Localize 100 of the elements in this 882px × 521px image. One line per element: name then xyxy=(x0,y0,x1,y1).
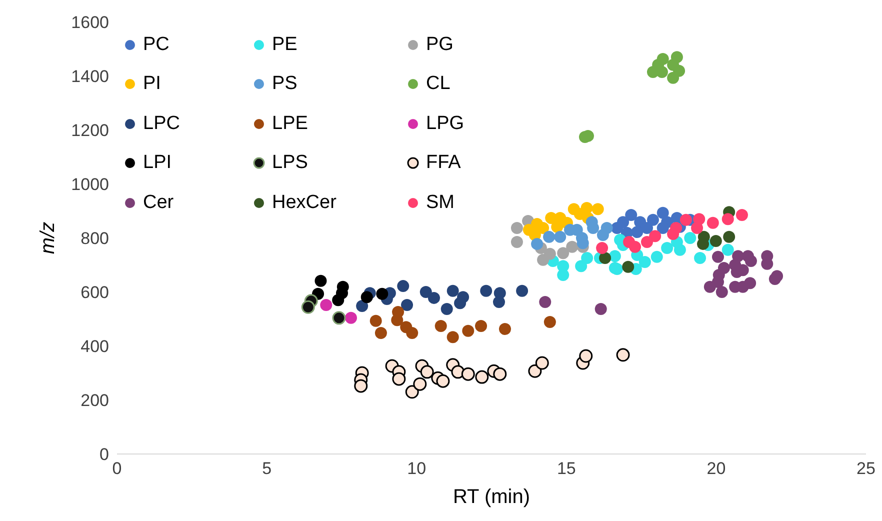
point xyxy=(722,244,734,256)
point xyxy=(446,331,459,344)
point xyxy=(575,260,588,272)
point xyxy=(611,222,624,234)
point xyxy=(535,356,549,370)
point xyxy=(440,303,453,316)
point xyxy=(667,228,680,240)
point xyxy=(768,273,781,286)
y-tick-label: 400 xyxy=(80,337,109,356)
point xyxy=(374,327,387,340)
point xyxy=(736,209,748,222)
legend-label: Cer xyxy=(143,192,174,214)
point xyxy=(622,260,634,273)
y-tick-label: 1400 xyxy=(71,67,109,86)
point xyxy=(716,286,728,298)
point xyxy=(680,214,692,226)
y-tick-label: 1600 xyxy=(71,13,109,32)
point xyxy=(646,214,659,226)
point xyxy=(406,327,418,340)
point xyxy=(376,288,388,300)
legend-label: CL xyxy=(426,73,450,96)
point xyxy=(625,209,638,222)
point xyxy=(557,247,570,260)
point xyxy=(401,298,414,311)
point xyxy=(551,220,564,233)
point xyxy=(370,314,382,327)
point xyxy=(332,311,346,325)
legend-label: PG xyxy=(426,34,454,56)
point xyxy=(599,252,612,264)
x-tick-label: 25 xyxy=(856,459,876,478)
point xyxy=(360,291,373,304)
point xyxy=(413,377,427,391)
point xyxy=(723,230,736,243)
point xyxy=(579,349,593,363)
x-tick-label: 0 xyxy=(112,459,122,478)
point xyxy=(320,298,332,311)
point xyxy=(344,312,357,324)
point xyxy=(475,320,488,332)
x-tick-label: 15 xyxy=(556,459,576,478)
point xyxy=(744,277,756,290)
point xyxy=(480,284,492,297)
point xyxy=(537,222,550,234)
point xyxy=(581,252,594,264)
point xyxy=(554,230,566,243)
point xyxy=(493,367,507,381)
legend-label: SM xyxy=(426,192,454,214)
point xyxy=(446,284,459,297)
point xyxy=(436,374,450,388)
point xyxy=(462,324,474,337)
point xyxy=(461,367,475,381)
point xyxy=(640,236,653,248)
point xyxy=(594,303,607,316)
y-tick-label: 1000 xyxy=(71,175,109,194)
point xyxy=(694,252,706,264)
point xyxy=(545,212,558,224)
legend-label: PE xyxy=(272,34,298,56)
point xyxy=(392,372,406,386)
point xyxy=(516,284,528,297)
point xyxy=(650,250,663,263)
point xyxy=(596,242,608,254)
x-tick-label: 10 xyxy=(407,459,426,478)
legend-label: PS xyxy=(272,73,298,96)
point xyxy=(405,385,419,399)
point xyxy=(656,52,669,65)
point xyxy=(608,250,621,262)
point xyxy=(356,300,368,312)
point xyxy=(391,314,404,326)
point xyxy=(510,222,523,234)
y-tick-label: 600 xyxy=(80,283,109,302)
legend-label: LPG xyxy=(426,112,464,135)
point xyxy=(544,248,556,260)
point xyxy=(661,242,674,254)
point xyxy=(543,230,556,243)
point xyxy=(539,296,552,308)
point xyxy=(420,286,432,298)
point xyxy=(629,240,642,253)
point xyxy=(667,72,680,84)
point xyxy=(531,238,544,250)
y-tick-label: 800 xyxy=(80,229,109,248)
x-tick-label: 20 xyxy=(706,459,726,478)
point xyxy=(498,322,511,335)
y-tick-label: 1200 xyxy=(71,121,109,140)
point xyxy=(434,320,447,332)
point xyxy=(475,370,489,384)
legend-label: LPE xyxy=(272,112,308,135)
legend-label: PI xyxy=(143,73,161,96)
point xyxy=(744,254,757,267)
point xyxy=(428,292,440,304)
legend-label: LPC xyxy=(143,112,180,135)
point xyxy=(706,216,719,229)
legend-label: LPS xyxy=(272,152,308,174)
point xyxy=(684,232,696,244)
point xyxy=(528,364,542,378)
y-axis-title: m/z xyxy=(37,222,60,254)
point xyxy=(544,316,556,328)
y-tick-label: 0 xyxy=(100,445,109,464)
point xyxy=(397,280,410,292)
point xyxy=(656,222,669,234)
point xyxy=(722,213,734,226)
point xyxy=(712,250,724,263)
